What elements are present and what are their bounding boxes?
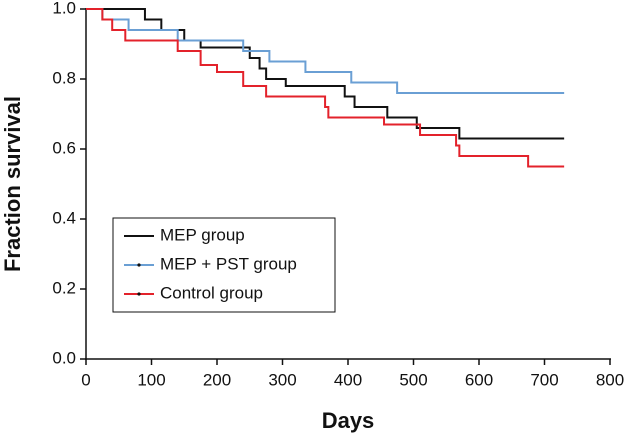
x-tick-label: 100	[137, 370, 165, 389]
y-tick-label: 0.8	[52, 68, 76, 87]
y-tick-label: 0.4	[52, 208, 76, 227]
y-tick-label: 1.0	[52, 0, 76, 17]
survival-curve	[86, 8, 565, 140]
y-tick-label: 0.0	[52, 348, 76, 367]
y-tick-label: 0.2	[52, 278, 76, 297]
x-tick-label: 600	[465, 370, 493, 389]
x-tick-label: 700	[530, 370, 558, 389]
x-axis-title: Days	[322, 408, 375, 433]
legend-label: MEP group	[160, 225, 245, 244]
y-tick-label: 0.6	[52, 138, 76, 157]
survival-curve	[86, 8, 565, 168]
legend-label: MEP + PST group	[160, 254, 297, 273]
x-tick-label: 300	[268, 370, 296, 389]
legend-marker	[137, 292, 141, 296]
x-tick-label: 500	[399, 370, 427, 389]
x-tick-label: 800	[596, 370, 624, 389]
x-tick-label: 0	[81, 370, 90, 389]
legend-marker	[137, 263, 141, 267]
y-axis-title: Fraction survival	[0, 96, 25, 272]
survival-curve	[86, 8, 565, 94]
legend-label: Control group	[160, 283, 263, 302]
x-tick-label: 200	[203, 370, 231, 389]
x-tick-label: 400	[334, 370, 362, 389]
